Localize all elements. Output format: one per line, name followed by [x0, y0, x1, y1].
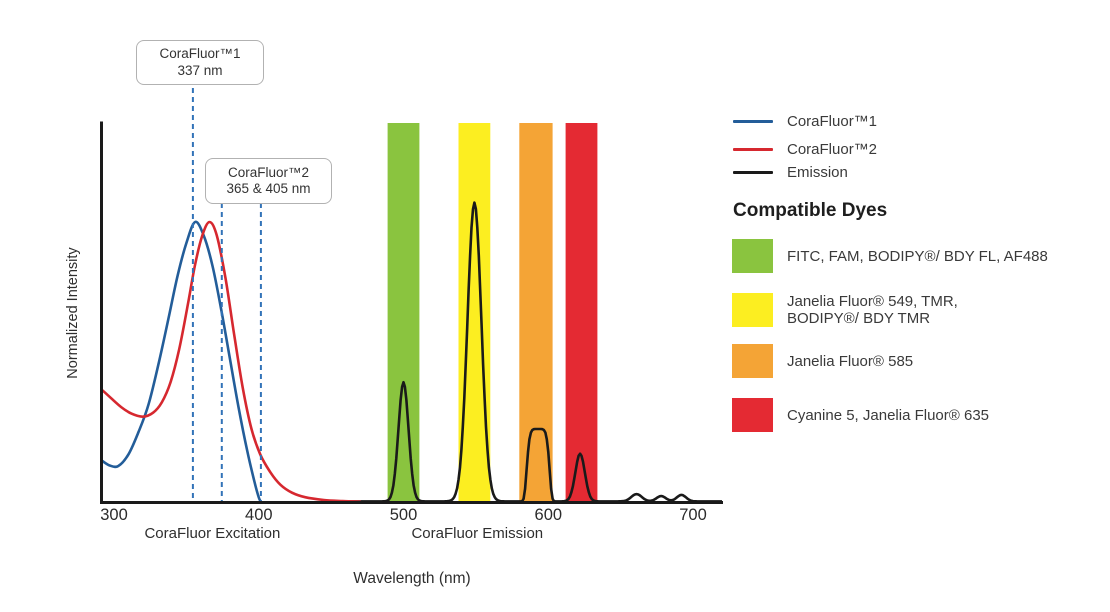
dye-row-red: Cyanine 5, Janelia Fluor® 635 [732, 398, 989, 432]
callout-corafluor2: CoraFluor™2 365 & 405 nm [205, 158, 332, 204]
green-filter-swatch [732, 239, 773, 273]
yellow-filter-swatch [732, 293, 773, 327]
legend-label-emission: Emission [787, 163, 848, 181]
corafluor2-line-swatch [733, 147, 773, 151]
callout-corafluor1-title: CoraFluor™1 [159, 46, 241, 61]
legend-label-corafluor2: CoraFluor™2 [787, 140, 878, 158]
x-tick-700: 700 [679, 506, 707, 524]
callout-corafluor1: CoraFluor™1 337 nm [136, 40, 264, 85]
compatible-dyes-heading: Compatible Dyes [733, 200, 888, 221]
dye-label-orange: Janelia Fluor® 585 [787, 352, 914, 370]
legend-label-corafluor1: CoraFluor™1 [787, 112, 878, 130]
spectra-chart: 300 400 500 600 700 CoraFluor Excitation CoraF… [65, 88, 723, 587]
filter-band-red [565, 123, 598, 503]
red-filter-swatch [732, 398, 773, 432]
x-axis-title: Wavelength (nm) [353, 570, 470, 587]
region-label-1: CoraFluor Emission [411, 525, 543, 542]
excitation-curve-2 [101, 220, 362, 503]
legend-item-emission: Emission [733, 163, 848, 181]
x-tick-600: 600 [535, 506, 563, 524]
filter-band-green [387, 123, 420, 503]
emission-curve [341, 201, 722, 503]
legend-item-corafluor2: CoraFluor™2 [733, 140, 877, 158]
filter-band-yellow [458, 123, 491, 503]
callout-corafluor1-wavelength: 337 nm [177, 62, 223, 78]
dye-label-green: FITC, FAM, BODIPY®/ BDY FL, AF488 [787, 247, 1048, 265]
x-tick-300: 300 [100, 506, 128, 524]
x-tick-500: 500 [390, 506, 418, 524]
region-label-0: CoraFluor Excitation [144, 525, 280, 542]
excitation-curve-1 [101, 220, 263, 503]
x-tick-400: 400 [245, 506, 273, 524]
dye-label-red: Cyanine 5, Janelia Fluor® 635 [787, 406, 990, 424]
y-axis-title: Normalized Intensity [65, 247, 81, 379]
dye-row-yellow: Janelia Fluor® 549, TMR, BODIPY®/ BDY TMR [732, 293, 958, 327]
orange-filter-swatch [732, 344, 773, 378]
corafluor1-line-swatch [733, 119, 773, 123]
dye-row-green: FITC, FAM, BODIPY®/ BDY FL, AF488 [732, 239, 1048, 273]
dye-label-yellow: Janelia Fluor® 549, TMR, BODIPY®/ BDY TMR [787, 293, 958, 327]
callout-corafluor2-wavelength: 365 & 405 nm [226, 181, 311, 196]
legend-item-corafluor1: CoraFluor™1 [733, 112, 877, 130]
dye-row-orange: Janelia Fluor® 585 [732, 344, 913, 378]
callout-corafluor2-title: CoraFluor™2 [227, 164, 310, 180]
emission-line-swatch [733, 170, 773, 174]
